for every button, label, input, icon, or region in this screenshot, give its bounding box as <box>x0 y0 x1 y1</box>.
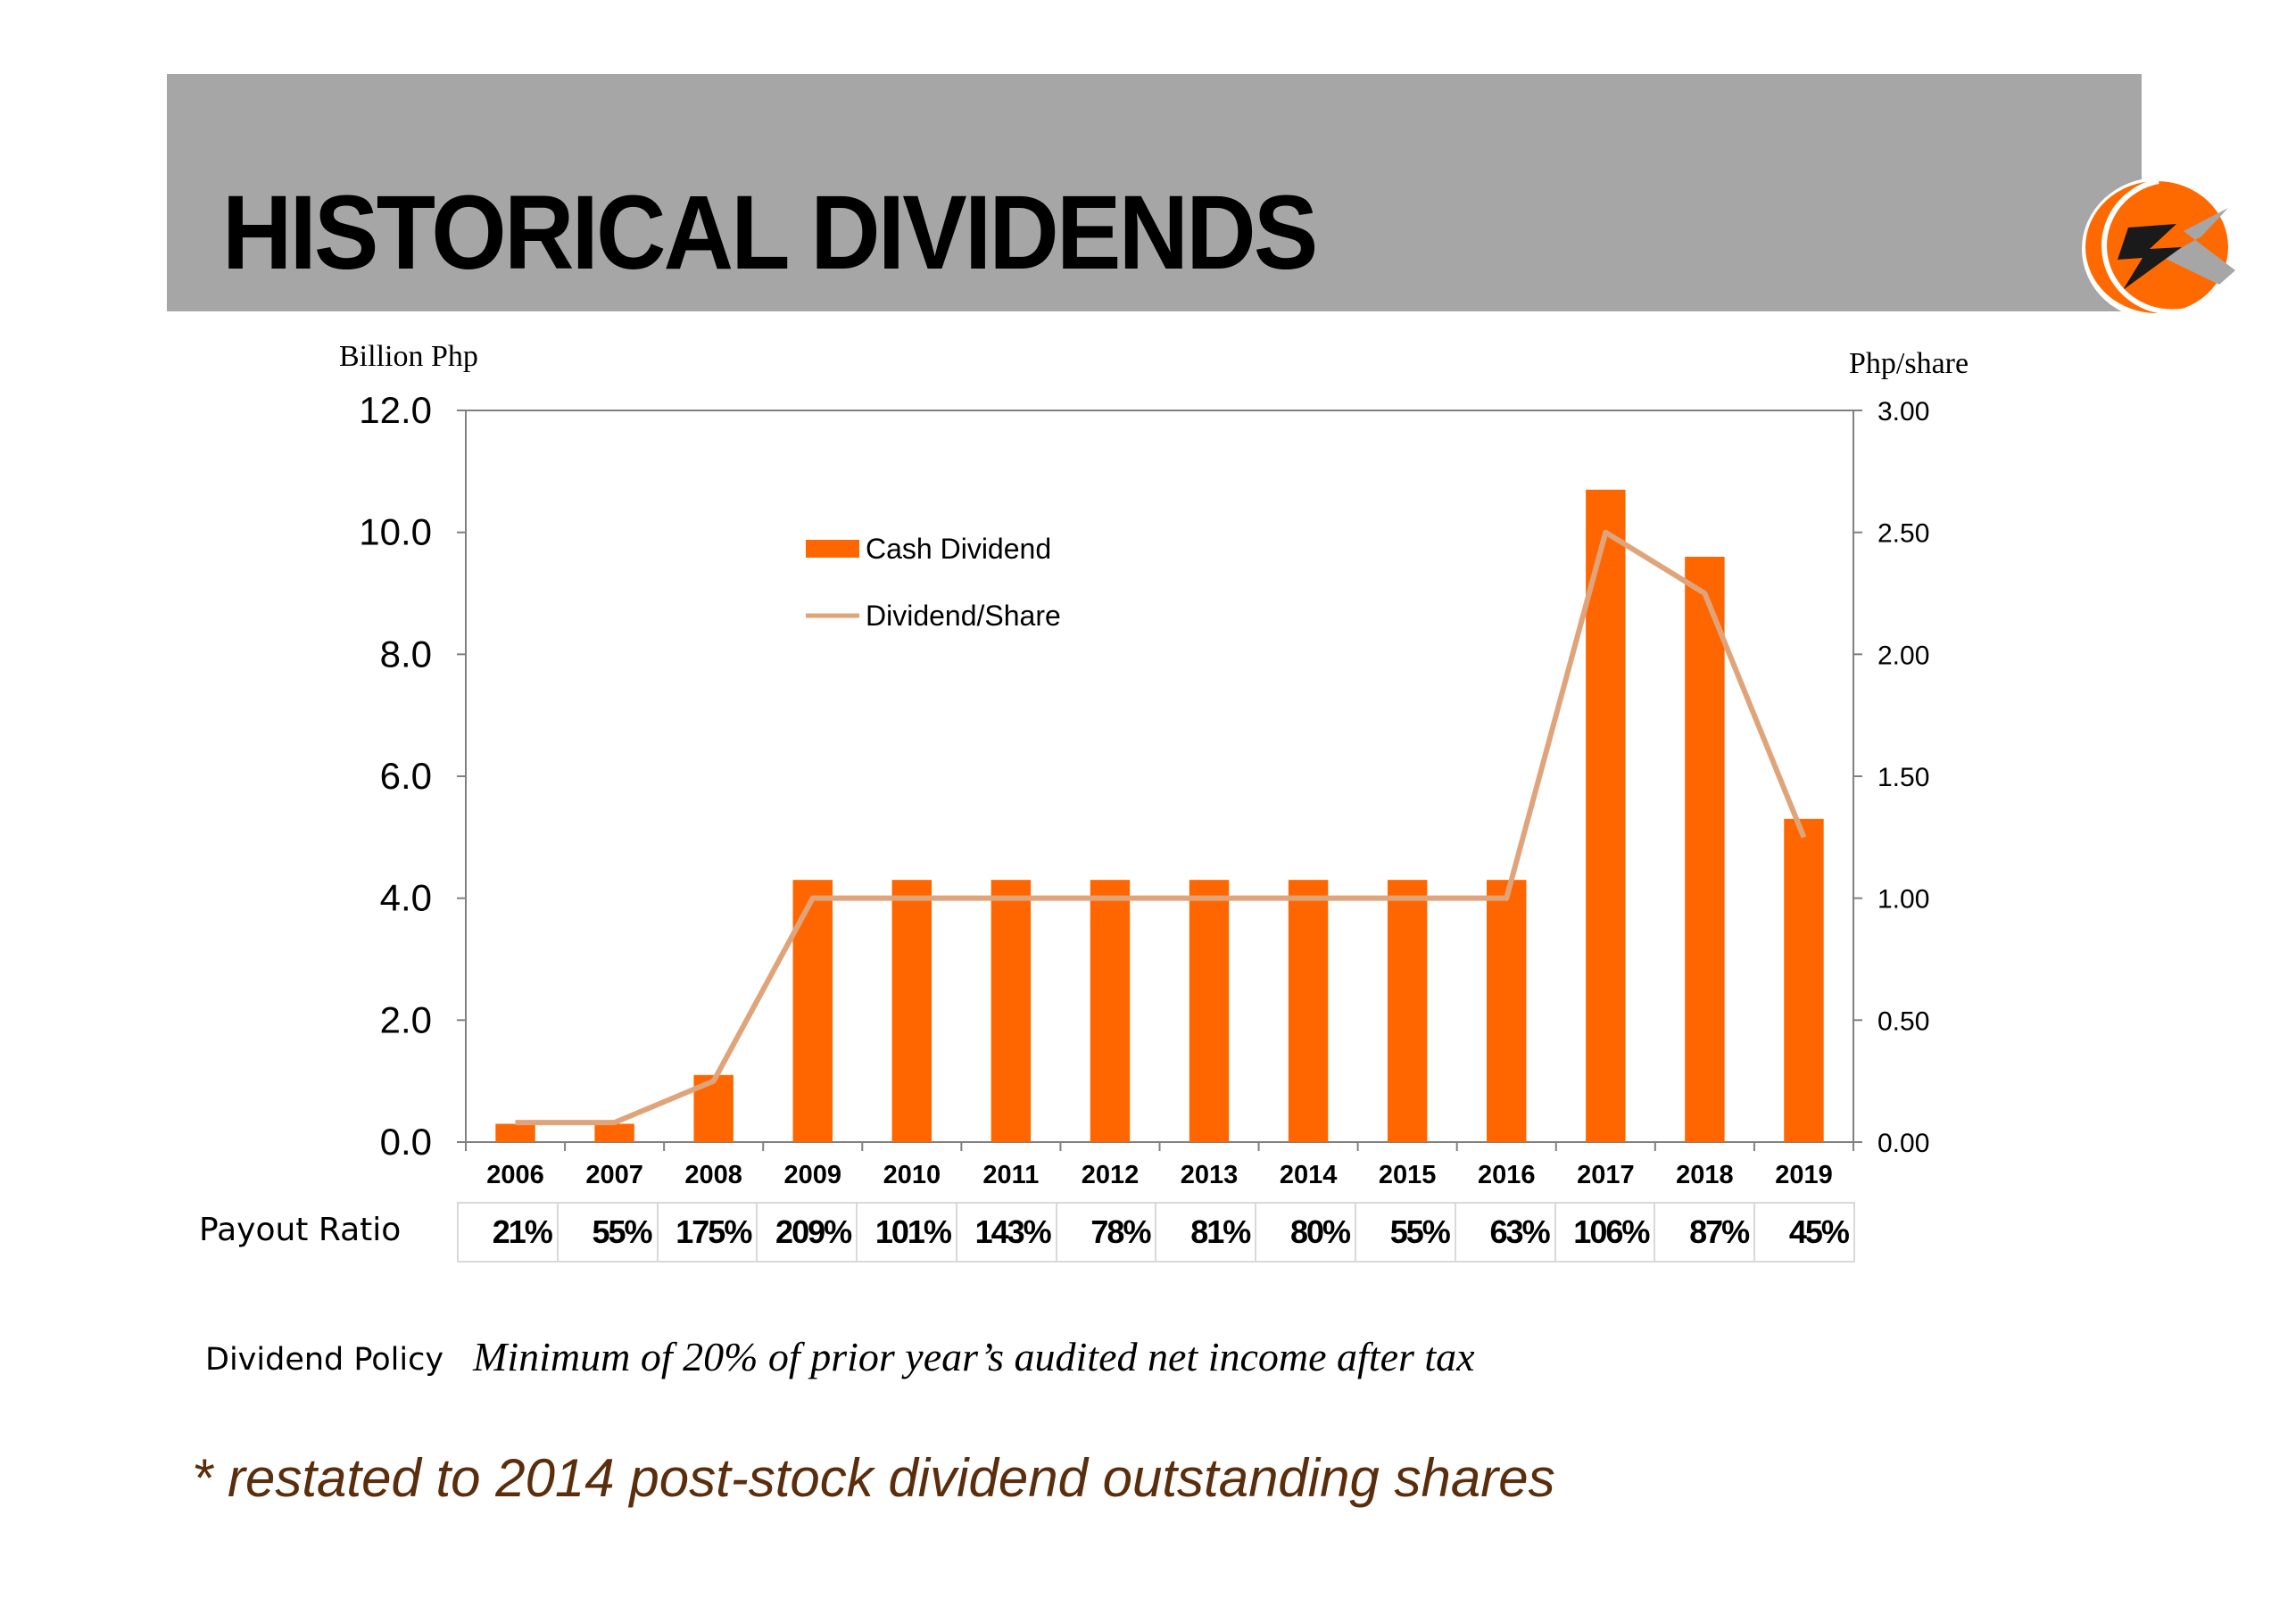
payout-ratio-cell: 55% <box>1356 1204 1456 1261</box>
y-tick-label: 2.0 <box>380 998 432 1040</box>
x-tick-label: 2014 <box>1280 1161 1338 1189</box>
payout-ratio-label: Payout Ratio <box>199 1212 402 1248</box>
bar-cash-dividend <box>991 880 1032 1142</box>
x-tick-label: 2012 <box>1082 1161 1140 1189</box>
y2-tick-label: 2.50 <box>1877 519 1929 549</box>
x-tick-label: 2007 <box>585 1161 643 1189</box>
y-tick-label: 0.0 <box>380 1121 432 1163</box>
bar-cash-dividend <box>1387 880 1428 1142</box>
payout-ratio-cell: 80% <box>1256 1204 1357 1261</box>
y2-tick-label: 0.50 <box>1877 1006 1929 1036</box>
payout-ratio-cell: 209% <box>758 1204 858 1261</box>
plot-frame <box>465 410 1854 1143</box>
bar-cash-dividend <box>891 880 932 1142</box>
payout-ratio-table: 21% 55% 175% 209% 101% 143% 78% 81% 80% 55% 63% 106… <box>457 1202 1855 1263</box>
page-title: HISTORICAL DIVIDENDS <box>222 174 1318 292</box>
bar-cash-dividend <box>1189 880 1230 1142</box>
legend-label-cash-dividend: Cash Dividend <box>866 533 1051 565</box>
x-tick-label: 2016 <box>1478 1161 1536 1189</box>
bar-cash-dividend <box>594 1123 634 1142</box>
lightning-c-logo-icon <box>2082 178 2235 320</box>
x-tick-label: 2015 <box>1379 1161 1437 1189</box>
plot-area: 0.0 2.0 4.0 6.0 8.0 10.0 12.0 0.00 0.50 1.00 1.50 2… <box>359 389 1929 1189</box>
payout-ratio-cell: 101% <box>858 1204 957 1261</box>
bar-cash-dividend <box>1685 557 1725 1142</box>
header-banner: HISTORICAL DIVIDENDS <box>167 74 2235 320</box>
payout-ratio-cell: 106% <box>1556 1204 1656 1261</box>
y2-tick-label: 2.00 <box>1877 641 1929 670</box>
bar-cash-dividend <box>1090 880 1131 1142</box>
payout-ratio-cell: 21% <box>459 1204 559 1261</box>
line-dividend-share <box>515 529 1807 1126</box>
x-tick-label: 2008 <box>684 1161 742 1189</box>
payout-ratio-cell: 63% <box>1456 1204 1556 1261</box>
y2-axis-label: Php/share <box>1849 347 1969 380</box>
bar-cash-dividend <box>1586 489 1626 1142</box>
payout-ratio-cell: 175% <box>659 1204 758 1261</box>
y2-tick-label: 1.50 <box>1877 763 1929 792</box>
y-axis-label: Billion Php <box>339 340 478 373</box>
x-tick-label: 2019 <box>1775 1161 1833 1189</box>
y-tick-label: 10.0 <box>359 511 432 553</box>
x-tick-label: 2009 <box>783 1161 841 1189</box>
payout-ratio-cell: 143% <box>957 1204 1057 1261</box>
footnote: * restated to 2014 post-stock dividend o… <box>192 1448 1555 1508</box>
dividend-policy-text: Minimum of 20% of prior year’s audited n… <box>473 1334 1475 1379</box>
x-tick-label: 2006 <box>486 1161 544 1189</box>
bar-cash-dividend <box>1288 880 1329 1142</box>
payout-ratio-cell: 81% <box>1156 1204 1257 1261</box>
y2-tick-label: 1.00 <box>1877 885 1929 915</box>
y-tick-label: 6.0 <box>380 755 432 797</box>
x-tick-label: 2018 <box>1676 1161 1734 1189</box>
legend-label-dividend-share: Dividend/Share <box>866 600 1061 632</box>
y-tick-label: 4.0 <box>380 877 432 919</box>
x-tick-label: 2011 <box>982 1161 1039 1189</box>
payout-ratio-cell: 45% <box>1788 1213 1850 1250</box>
y2-tick-label: 3.00 <box>1877 397 1929 426</box>
legend-bar-swatch <box>806 540 859 558</box>
y2-tick-label: 0.00 <box>1877 1129 1929 1158</box>
bar-cash-dividend <box>1487 880 1527 1142</box>
dividend-policy-label: Dividend Policy <box>205 1342 444 1378</box>
legend: Cash Dividend Dividend/Share <box>806 533 1061 632</box>
bar-cash-dividend <box>1784 818 1824 1142</box>
dividend-chart: Billion Php Php/share 0.0 2.0 4.0 6.0 8.0 10.… <box>339 340 1969 1189</box>
x-tick-label: 2010 <box>883 1161 941 1189</box>
y-tick-label: 8.0 <box>380 633 432 675</box>
bar-cash-dividend <box>495 1123 535 1142</box>
payout-ratio-cell: 87% <box>1655 1204 1756 1261</box>
x-tick-label: 2013 <box>1181 1161 1239 1189</box>
y-tick-label: 12.0 <box>359 389 432 431</box>
x-tick-label: 2017 <box>1577 1161 1635 1189</box>
payout-ratio-cell: 55% <box>559 1204 659 1261</box>
payout-ratio-cell: 78% <box>1057 1204 1157 1261</box>
